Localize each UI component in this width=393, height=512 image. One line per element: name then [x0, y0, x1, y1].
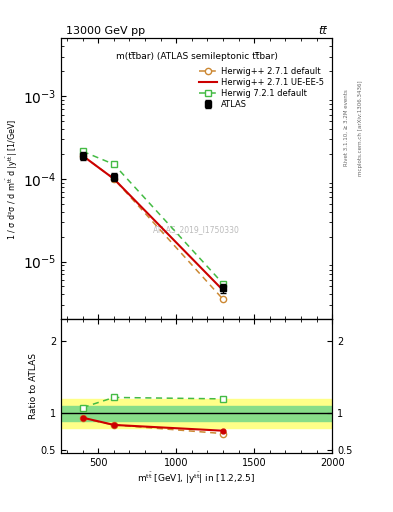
Herwig 7.2.1 default	[81, 148, 85, 155]
Line: Herwig++ 2.7.1 UE-EE-5: Herwig++ 2.7.1 UE-EE-5	[83, 156, 223, 290]
Text: ATLAS_2019_I1750330: ATLAS_2019_I1750330	[153, 225, 240, 234]
Text: Rivet 3.1.10, ≥ 3.2M events: Rivet 3.1.10, ≥ 3.2M events	[344, 90, 349, 166]
Herwig++ 2.7.1 default	[81, 153, 85, 159]
X-axis label: m$^{\mathregular{t\bar{t}}}$ [GeV], |y$^{\mathregular{t\bar{t}}}$| in [1.2,2.5]: m$^{\mathregular{t\bar{t}}}$ [GeV], |y$^…	[138, 471, 255, 486]
Herwig 7.2.1 default	[220, 281, 225, 287]
Herwig++ 2.7.1 UE-EE-5	[112, 176, 116, 182]
Herwig++ 2.7.1 default	[220, 296, 225, 302]
Y-axis label: 1 / σ d²σ / d m$^{\mathregular{t\bar{t}}}$ d |y$^{\mathregular{t\bar{t}}}$| [1/G: 1 / σ d²σ / d m$^{\mathregular{t\bar{t}}…	[4, 118, 20, 240]
Herwig 7.2.1 default	[112, 161, 116, 167]
Text: tt̅: tt̅	[318, 26, 327, 36]
Text: 13000 GeV pp: 13000 GeV pp	[66, 26, 145, 36]
Herwig++ 2.7.1 UE-EE-5	[220, 287, 225, 293]
Y-axis label: Ratio to ATLAS: Ratio to ATLAS	[29, 353, 38, 419]
Herwig++ 2.7.1 default	[112, 176, 116, 182]
Text: mcplots.cern.ch [arXiv:1306.3436]: mcplots.cern.ch [arXiv:1306.3436]	[358, 80, 363, 176]
Line: Herwig++ 2.7.1 default: Herwig++ 2.7.1 default	[80, 153, 226, 303]
Text: m(tt̅bar) (ATLAS semileptonic tt̅bar): m(tt̅bar) (ATLAS semileptonic tt̅bar)	[116, 52, 277, 61]
Line: Herwig 7.2.1 default: Herwig 7.2.1 default	[80, 148, 226, 287]
Legend: Herwig++ 2.7.1 default, Herwig++ 2.7.1 UE-EE-5, Herwig 7.2.1 default, ATLAS: Herwig++ 2.7.1 default, Herwig++ 2.7.1 U…	[197, 65, 325, 111]
Herwig++ 2.7.1 UE-EE-5	[81, 153, 85, 159]
